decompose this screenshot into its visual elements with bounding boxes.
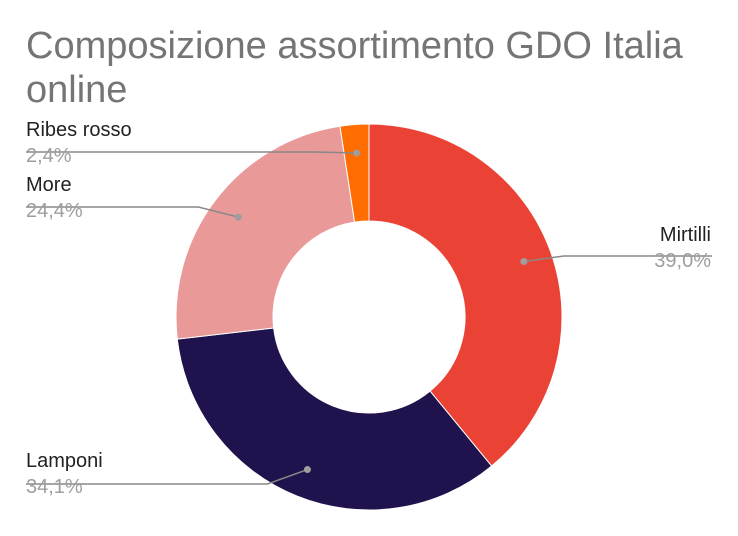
value-label-ribes-rosso: 2,4% (26, 145, 72, 167)
value-label-mirtilli: 39,0% (654, 250, 711, 272)
leader-dot-lamponi (303, 466, 311, 474)
label-more: More (26, 174, 72, 196)
leader-dot-ribes-rosso (353, 149, 361, 157)
chart-title: Composizione assortimento GDO Italia onl… (26, 25, 683, 111)
slice-more (175, 125, 356, 340)
label-mirtilli: Mirtilli (660, 224, 711, 246)
leader-line-lamponi (26, 468, 308, 485)
leader-line-mirtilli (523, 255, 712, 263)
slice-mirtilli (368, 123, 563, 467)
value-label-lamponi: 34,1% (26, 476, 83, 498)
leader-line-ribes-rosso (26, 151, 357, 154)
slice-ribes-rosso (339, 123, 370, 223)
leader-dot-more (234, 213, 242, 221)
leader-line-more (26, 206, 239, 218)
label-ribes-rosso: Ribes rosso (26, 119, 132, 141)
label-lamponi: Lamponi (26, 450, 103, 472)
leader-dot-mirtilli (520, 257, 528, 265)
slice-lamponi (176, 327, 493, 511)
value-label-more: 24,4% (26, 200, 83, 222)
